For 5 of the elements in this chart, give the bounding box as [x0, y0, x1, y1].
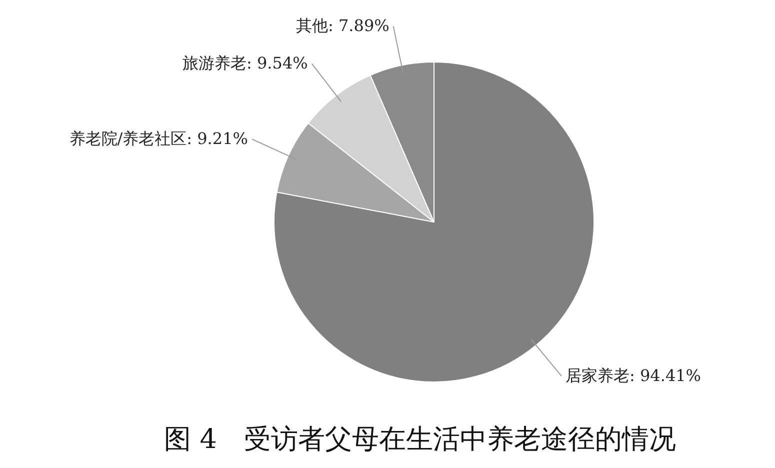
text: 图 4 受访者父母在生活中养老途径的情况 — [164, 424, 676, 455]
slice-label: 其他: 7.89% — [296, 16, 390, 36]
slice-label: 养老院/养老社区: 9.21% — [69, 129, 248, 148]
slice-label: 旅游养老: 9.54% — [182, 54, 308, 73]
slice-label: 居家养老: 94.41% — [566, 366, 702, 386]
